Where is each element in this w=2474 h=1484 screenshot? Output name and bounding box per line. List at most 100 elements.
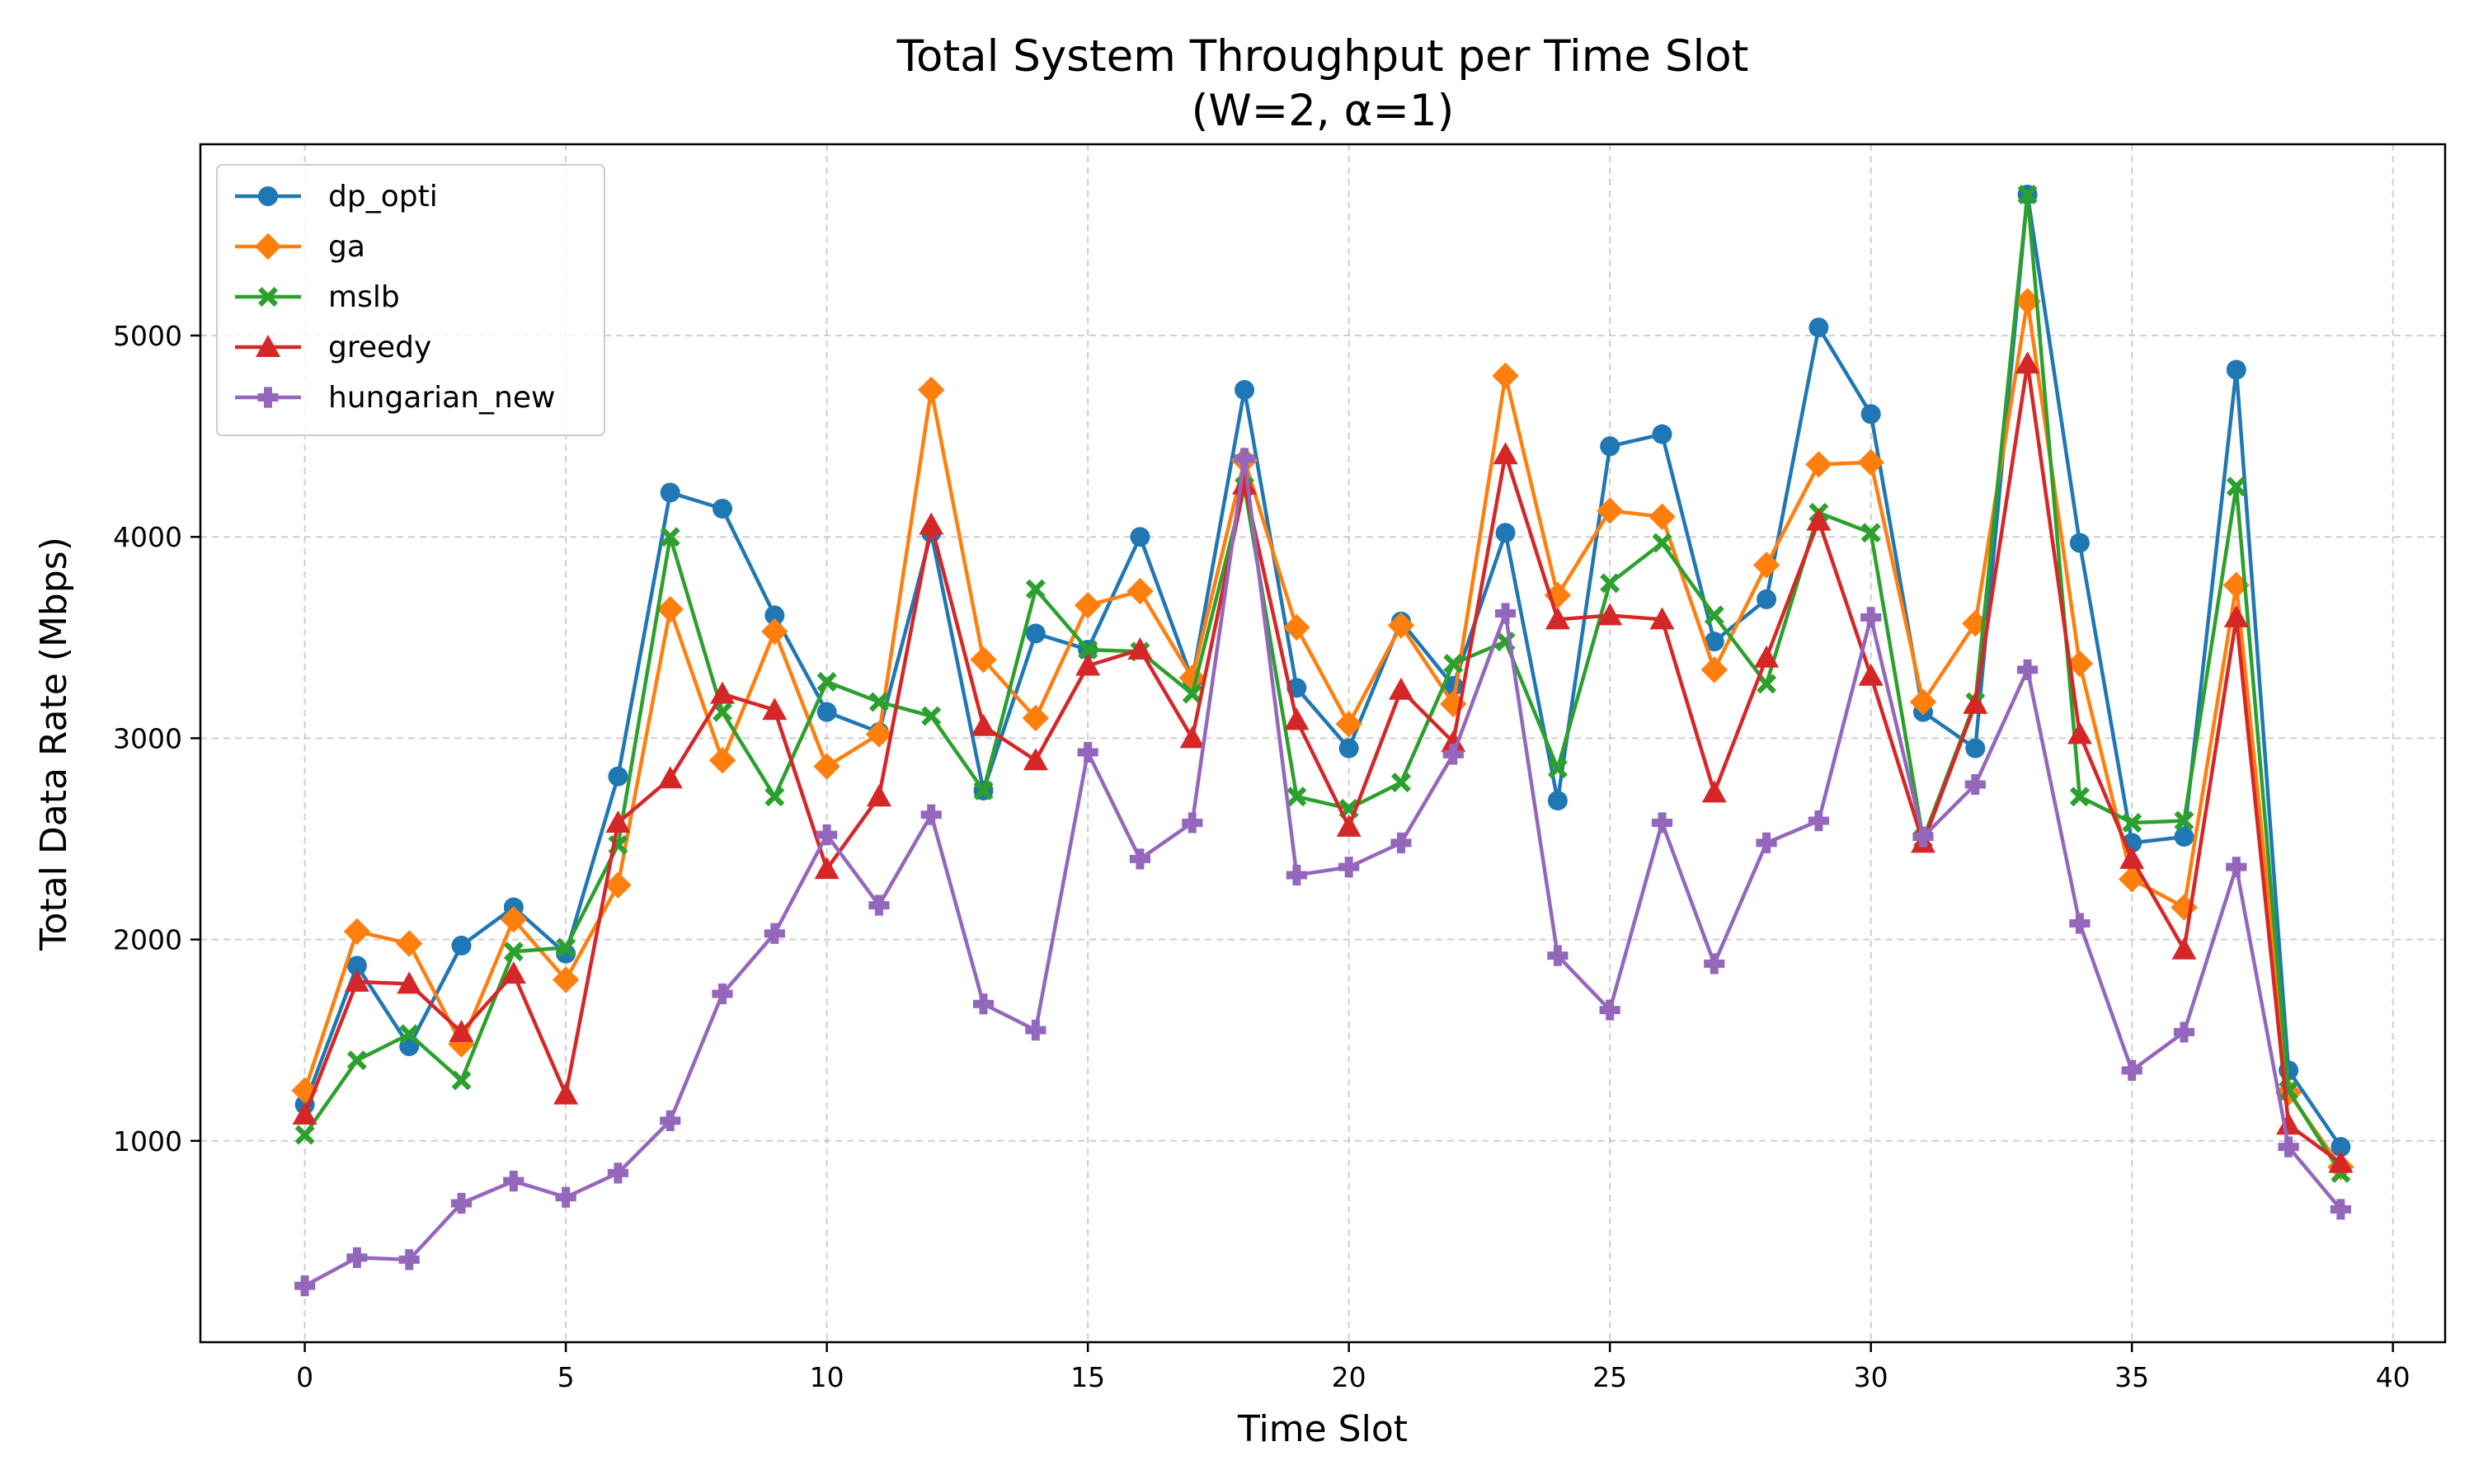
data-point-ga bbox=[2066, 650, 2094, 678]
data-point-mslb bbox=[1860, 523, 1881, 543]
data-point-dp-opti bbox=[1338, 738, 1359, 758]
data-point-greedy bbox=[292, 1102, 317, 1125]
data-point-greedy bbox=[2119, 846, 2145, 869]
data-point-greedy bbox=[1179, 726, 1205, 749]
data-point-greedy bbox=[1597, 603, 1623, 626]
data-point-hungarian-new bbox=[920, 804, 942, 825]
data-point-hungarian-new bbox=[816, 824, 838, 846]
legend-label-mslb: mslb bbox=[328, 280, 400, 314]
data-point-greedy bbox=[1336, 814, 1362, 837]
data-point-mslb bbox=[1390, 773, 1411, 793]
data-point-ga bbox=[552, 966, 580, 993]
x-axis-label: Time Slot bbox=[1237, 1408, 1408, 1450]
data-point-mslb bbox=[1025, 579, 1046, 599]
data-point-hungarian-new bbox=[2330, 1199, 2351, 1220]
data-point-ga bbox=[761, 618, 788, 646]
data-point-hungarian-new bbox=[1860, 607, 1882, 628]
data-point-hungarian-new bbox=[1286, 864, 1307, 886]
data-point-dp-opti bbox=[2174, 827, 2194, 848]
data-point-hungarian-new bbox=[972, 993, 995, 1015]
data-point-hungarian-new bbox=[1077, 741, 1098, 763]
legend-marker-mslb bbox=[258, 287, 278, 307]
data-point-dp-opti bbox=[1235, 379, 1255, 400]
data-point-ga bbox=[656, 595, 684, 623]
data-point-ga bbox=[1178, 664, 1206, 692]
data-point-hungarian-new bbox=[1442, 744, 1464, 765]
data-point-greedy bbox=[501, 961, 526, 984]
series-greedy bbox=[292, 351, 2354, 1173]
data-point-greedy bbox=[971, 713, 996, 736]
data-point-greedy bbox=[2328, 1150, 2354, 1173]
data-point-greedy bbox=[2015, 351, 2040, 374]
data-point-dp-opti bbox=[1130, 527, 1150, 547]
chart-subtitle: (W=2, α=1) bbox=[1192, 86, 1455, 136]
legend-label-greedy: greedy bbox=[328, 331, 431, 364]
data-point-hungarian-new bbox=[1756, 832, 1777, 853]
legend-entry-ga: ga bbox=[235, 230, 365, 264]
data-point-mslb bbox=[868, 692, 889, 712]
data-point-dp-opti bbox=[608, 766, 628, 787]
data-point-dp-opti bbox=[1965, 738, 1986, 758]
data-point-dp-opti bbox=[1025, 623, 1046, 644]
data-point-dp-opti bbox=[2226, 359, 2246, 380]
data-point-greedy bbox=[1649, 607, 1675, 630]
data-point-mslb bbox=[2122, 812, 2142, 833]
data-point-ga bbox=[1596, 497, 1624, 524]
data-point-hungarian-new bbox=[1704, 953, 1725, 974]
data-point-mslb bbox=[1443, 654, 1464, 674]
data-point-greedy bbox=[919, 512, 944, 535]
data-point-ga bbox=[1440, 690, 1467, 718]
data-point-hungarian-new bbox=[1547, 945, 1569, 966]
data-point-ga bbox=[1387, 612, 1415, 639]
x-tick-label: 5 bbox=[557, 1361, 575, 1393]
data-point-dp-opti bbox=[1757, 589, 1777, 609]
data-point-hungarian-new bbox=[868, 895, 890, 916]
data-point-hungarian-new bbox=[607, 1162, 629, 1184]
data-point-greedy bbox=[1075, 653, 1101, 676]
data-point-hungarian-new bbox=[450, 1192, 473, 1214]
data-point-ga bbox=[448, 1031, 475, 1058]
data-point-mslb bbox=[713, 702, 733, 722]
plot-area-frame bbox=[199, 143, 2447, 1344]
y-tick-label: 5000 bbox=[113, 320, 182, 352]
data-point-greedy bbox=[1963, 691, 1988, 714]
data-point-greedy bbox=[1441, 730, 1466, 753]
data-point-greedy bbox=[1806, 508, 1832, 531]
data-point-hungarian-new bbox=[660, 1110, 681, 1131]
data-point-greedy bbox=[1545, 607, 1570, 630]
data-point-mslb bbox=[1600, 573, 1620, 594]
data-point-ga bbox=[1022, 704, 1050, 732]
data-point-greedy bbox=[2067, 721, 2092, 744]
x-tick-label: 15 bbox=[1070, 1361, 1105, 1393]
x-tick-label: 25 bbox=[1592, 1361, 1627, 1393]
data-point-ga bbox=[1857, 448, 1884, 477]
y-tick-label: 3000 bbox=[113, 722, 182, 754]
data-point-ga bbox=[865, 721, 893, 748]
data-point-hungarian-new bbox=[1390, 832, 1412, 853]
data-point-mslb bbox=[1652, 533, 1672, 553]
legend-marker-dp-opti bbox=[258, 186, 278, 206]
series-line-hungarian-new bbox=[303, 456, 2343, 1288]
data-point-mslb bbox=[503, 942, 524, 962]
data-point-mslb bbox=[660, 527, 680, 547]
data-point-greedy bbox=[866, 784, 891, 807]
data-point-hungarian-new bbox=[1494, 603, 1517, 624]
x-tick-label: 30 bbox=[1854, 1361, 1888, 1393]
data-point-ga bbox=[1335, 711, 1362, 738]
data-point-ga bbox=[1805, 451, 1832, 478]
legend-label-ga: ga bbox=[328, 230, 365, 264]
data-point-dp-opti bbox=[1704, 632, 1724, 652]
data-point-mslb bbox=[556, 937, 576, 958]
data-point-hungarian-new bbox=[2069, 913, 2091, 934]
data-point-mslb bbox=[399, 1024, 420, 1045]
data-point-dp-opti bbox=[764, 605, 785, 626]
data-point-ga bbox=[1752, 552, 1780, 579]
x-tick-label: 35 bbox=[2114, 1361, 2149, 1393]
data-point-hungarian-new bbox=[1599, 999, 1620, 1021]
data-point-ga bbox=[708, 747, 736, 774]
data-point-hungarian-new bbox=[1338, 857, 1360, 878]
data-point-greedy bbox=[1754, 645, 1780, 668]
data-point-dp-opti bbox=[2069, 533, 2090, 553]
series-hungarian-new bbox=[294, 448, 2351, 1297]
